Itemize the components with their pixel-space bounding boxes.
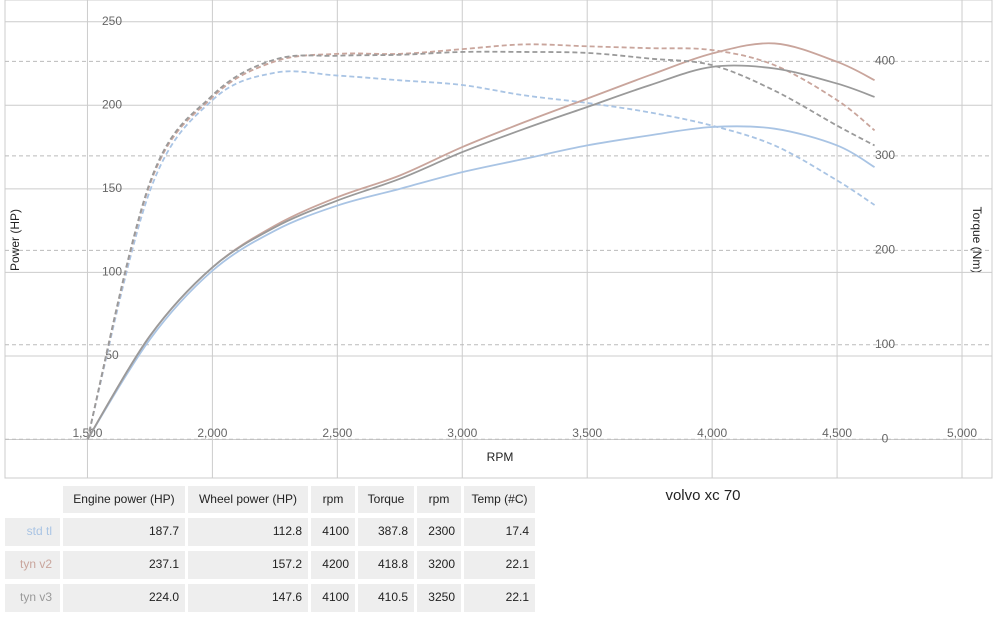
table-value: 3200: [428, 557, 455, 571]
row-name: std tl: [27, 524, 52, 538]
table-value: 4100: [322, 590, 349, 604]
y2-tick-label: 100: [875, 337, 895, 351]
header-cell: [358, 486, 414, 513]
header-cell: [417, 486, 461, 513]
table-value: 22.1: [506, 557, 530, 571]
chart-title: volvo xc 70: [665, 487, 740, 504]
y-tick-label: 100: [102, 265, 122, 279]
torque-line: [86, 70, 876, 440]
column-header: Wheel power (HP): [199, 492, 297, 506]
column-header: rpm: [323, 492, 344, 506]
table-cell: [464, 584, 535, 612]
table-cell: [188, 584, 308, 612]
table-value: 22.1: [506, 590, 530, 604]
y-tick-label: 150: [102, 181, 122, 195]
y-axis-label: Power (HP): [8, 209, 22, 271]
table-cell: [63, 551, 185, 579]
x-tick-label: 5,000: [947, 426, 977, 440]
table-cell: [63, 518, 185, 546]
table-value: 4100: [322, 524, 349, 538]
table-cell: [311, 518, 355, 546]
table-value: 157.2: [272, 557, 302, 571]
table-cell: [188, 551, 308, 579]
table-cell: [188, 518, 308, 546]
column-header: Temp (#C): [471, 492, 527, 506]
table-value: 418.8: [378, 557, 408, 571]
table-cell: [311, 584, 355, 612]
x-axis-label: RPM: [487, 450, 514, 464]
x-tick-label: 3,000: [447, 426, 477, 440]
table-cell: [358, 551, 414, 579]
table-cell: [464, 551, 535, 579]
table-cell: [417, 551, 461, 579]
table-value: 112.8: [273, 524, 302, 538]
y-tick-label: 50: [105, 348, 119, 362]
table-cell: [63, 584, 185, 612]
table-value: 387.8: [378, 524, 408, 538]
x-tick-label: 4,000: [697, 426, 727, 440]
x-tick-label: 1,500: [72, 426, 102, 440]
table-value: 147.6: [272, 590, 302, 604]
table-cell: [417, 518, 461, 546]
y2-tick-label: 200: [875, 243, 895, 257]
row-name: tyn v2: [20, 557, 52, 571]
table-value: 4200: [322, 557, 349, 571]
y-tick-label: 250: [102, 14, 122, 28]
header-cell: [464, 486, 535, 513]
torque-line: [86, 43, 876, 440]
table-cell: [358, 518, 414, 546]
table-value: 2300: [428, 524, 455, 538]
y2-tick-label: 0: [882, 431, 889, 445]
x-tick-label: 3,500: [572, 426, 602, 440]
power-line: [86, 64, 875, 441]
header-cell: [188, 486, 308, 513]
row-name-cell: [5, 518, 60, 546]
table-value: 17.4: [506, 524, 530, 538]
table-value: 224.0: [149, 590, 179, 604]
column-header: Torque: [368, 492, 405, 506]
table-cell: [417, 584, 461, 612]
row-name: tyn v3: [20, 590, 52, 604]
table-cell: [311, 551, 355, 579]
y2-tick-label: 400: [875, 54, 895, 68]
table-value: 410.5: [378, 590, 408, 604]
table-value: 237.1: [149, 557, 179, 571]
header-cell: [63, 486, 185, 513]
header-cell: [311, 486, 355, 513]
row-name-cell: [5, 551, 60, 579]
table-value: 187.7: [149, 524, 179, 538]
table-cell: [464, 518, 535, 546]
x-tick-label: 4,500: [822, 426, 852, 440]
column-header: rpm: [429, 492, 450, 506]
y2-tick-label: 300: [875, 148, 895, 162]
row-name-cell: [5, 584, 60, 612]
x-tick-label: 2,500: [322, 426, 352, 440]
table-cell: [358, 584, 414, 612]
power-line: [86, 125, 876, 441]
column-header: Engine power (HP): [73, 492, 174, 506]
y-tick-label: 200: [102, 97, 122, 111]
table-value: 3250: [428, 590, 455, 604]
torque-line: [86, 50, 875, 440]
plot-area: [4, 0, 993, 479]
x-tick-label: 2,000: [197, 426, 227, 440]
y2-axis-label: Torque (Nm): [970, 207, 984, 274]
